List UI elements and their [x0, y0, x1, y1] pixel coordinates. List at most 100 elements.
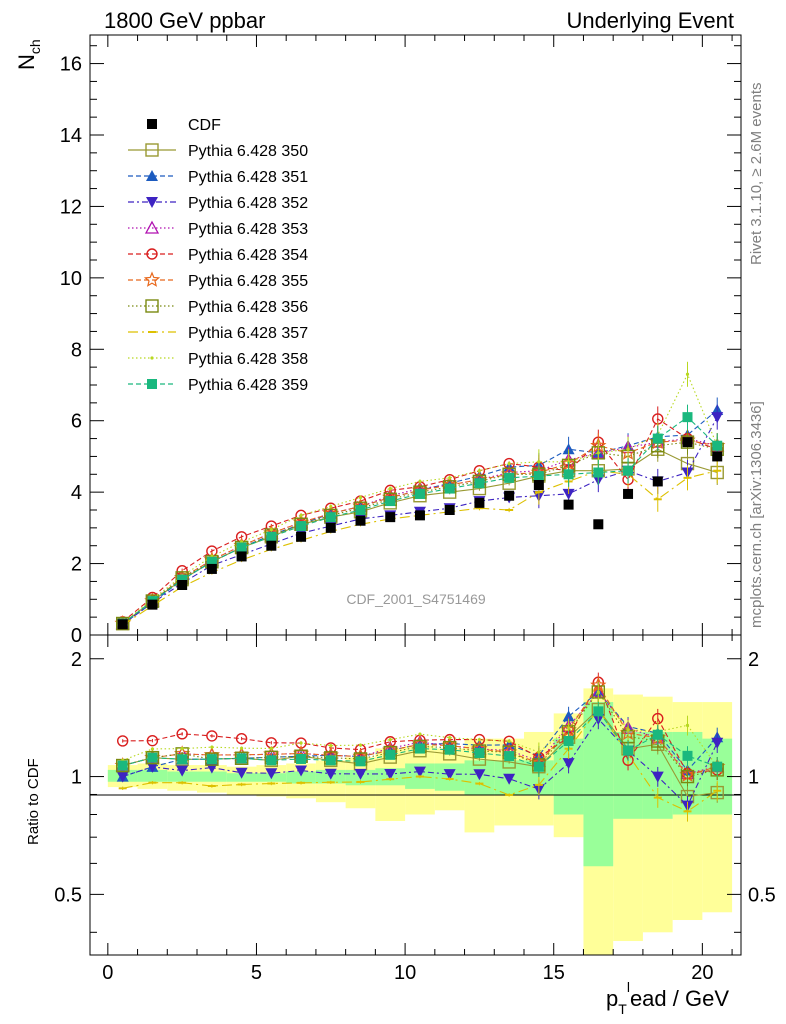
series-point: [444, 483, 455, 494]
legend-label: Pythia 6.428 350: [188, 143, 308, 160]
series-point: [329, 504, 333, 509]
reference-point: [325, 522, 336, 533]
legend-marker: [145, 299, 159, 313]
legend-marker: [146, 248, 158, 260]
legend-label: Pythia 6.428 358: [188, 351, 308, 368]
series-ratio-point: [504, 751, 515, 762]
series-point: [593, 467, 604, 478]
legend-entry: Pythia 6.428 358: [128, 351, 308, 368]
series-point: [206, 556, 217, 567]
series-ratio-point: [448, 736, 452, 740]
analysis-label: CDF_2001_S4751469: [346, 591, 486, 607]
legend-label: CDF: [188, 117, 221, 134]
x-tick-label: 10: [394, 962, 416, 984]
reference-point: [593, 519, 604, 530]
series-point: [623, 465, 634, 476]
series-point: [355, 505, 366, 515]
series-point: [115, 616, 130, 631]
series-point: [414, 488, 425, 499]
series-ratio-point: [685, 723, 690, 727]
ratio-tick-label-right: 1: [748, 767, 759, 789]
series-ratio-point: [240, 746, 244, 750]
series-ratio-point: [266, 755, 277, 766]
series-point: [563, 469, 574, 480]
series-point: [385, 496, 396, 507]
series-point: [562, 488, 575, 500]
series-ratio-point: [206, 730, 218, 742]
reference-point: [682, 437, 693, 448]
series-ratio-point: [626, 728, 630, 732]
legend-entry: Pythia 6.428 357: [128, 325, 308, 342]
series-ratio-point: [537, 750, 541, 754]
series-ratio-point: [712, 761, 723, 772]
series-point: [269, 528, 273, 532]
reference-point: [147, 599, 158, 610]
series-ratio-point: [265, 768, 278, 780]
legend-marker: [147, 379, 157, 389]
series-point: [533, 471, 544, 482]
reference-point: [266, 540, 277, 551]
x-tick-label: 0: [102, 962, 113, 984]
series-ratio-point: [180, 747, 184, 751]
header-left: 1800 GeV ppbar: [104, 8, 266, 33]
ratio-tick-label: 2: [71, 649, 82, 671]
reference-point: [623, 488, 634, 499]
series-ratio-point: [566, 726, 571, 730]
mcplots-label: mcplots.cern.ch [arXiv:1306.3436]: [748, 401, 765, 628]
series-ratio-point: [296, 753, 307, 764]
series-ratio-point: [385, 749, 396, 760]
legend-marker: [147, 119, 157, 129]
ratio-tick-label: 1: [71, 767, 82, 789]
legend-label: Pythia 6.428 357: [188, 325, 308, 342]
series-ratio-point: [116, 771, 129, 783]
series-ratio-point: [235, 767, 248, 779]
series-point: [652, 433, 663, 444]
legend-label: Pythia 6.428 354: [188, 247, 308, 264]
series-ratio-point: [711, 737, 724, 749]
band-green-bin: [197, 771, 227, 782]
series-ratio-point: [680, 769, 695, 784]
series-ratio-point: [562, 758, 575, 770]
series-ratio-point: [414, 743, 425, 754]
series-ratio-point: [562, 710, 575, 722]
series-ratio-point: [324, 768, 337, 780]
series-ratio-point: [269, 746, 273, 751]
y-tick-label: 2: [71, 554, 82, 576]
series-point: [477, 469, 482, 473]
legend-marker: [143, 271, 161, 287]
series-ratio-point: [150, 747, 155, 751]
y-tick-label: 8: [71, 339, 82, 361]
series-ratio-point: [236, 753, 247, 764]
series-ratio-point: [358, 743, 363, 747]
reference-point: [652, 476, 663, 487]
series-ratio-point: [682, 750, 693, 761]
series-ratio-point: [652, 729, 663, 740]
y-tick-label: 0: [71, 625, 82, 647]
series-point: [358, 495, 363, 500]
reference-point: [414, 510, 425, 521]
series-ratio-point: [117, 760, 128, 771]
legend-entry: Pythia 6.428 356: [128, 299, 308, 316]
ratio-tick-label-right: 2: [748, 649, 759, 671]
series-point: [474, 478, 485, 489]
legend-entry: Pythia 6.428 359: [128, 377, 308, 394]
series-point: [507, 461, 511, 466]
rivet-version-label: Rivet 3.1.10, ≥ 2.6M events: [748, 82, 765, 266]
y-tick-label: 16: [60, 54, 82, 76]
series-ratio-point: [418, 732, 422, 736]
series-ratio-point: [651, 771, 664, 783]
series-point: [388, 486, 392, 491]
series-point: [236, 542, 247, 553]
reference-point: [355, 515, 366, 526]
legend-entry: Pythia 6.428 355: [128, 271, 308, 290]
legend-marker: [146, 197, 158, 208]
band-green-bin: [167, 771, 198, 782]
series-point: [596, 451, 600, 455]
series-ratio-point: [533, 761, 544, 772]
series-ratio-point: [623, 745, 634, 756]
x-tick-label: 15: [543, 962, 565, 984]
series-point: [299, 513, 303, 517]
series-ratio-point: [355, 756, 366, 767]
